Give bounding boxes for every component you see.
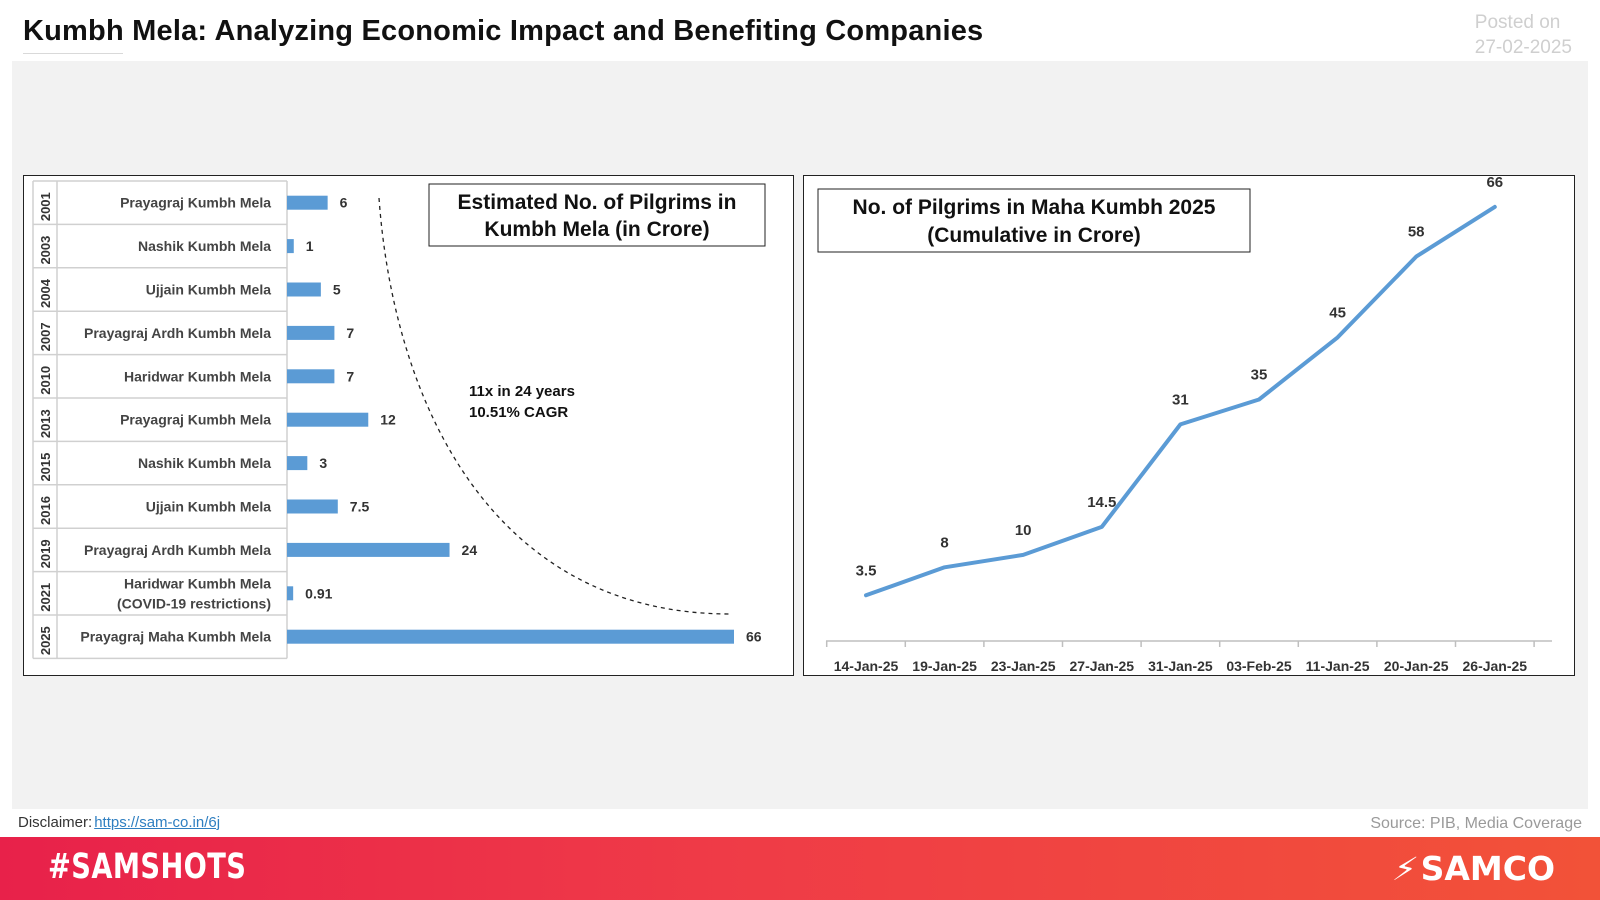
bar (287, 586, 294, 601)
bar-value-label: 66 (746, 629, 762, 645)
x-tick-label: 19-Jan-25 (912, 658, 977, 674)
bar-year-label: 2025 (38, 626, 53, 655)
line-data-label: 45 (1329, 304, 1346, 321)
x-tick-label: 11-Jan-25 (1306, 658, 1370, 674)
bar (287, 195, 328, 210)
bar-year-label: 2010 (38, 366, 53, 395)
bar-category-label: Nashik Kumbh Mela (138, 238, 271, 254)
line-data-label: 10 (1015, 522, 1032, 539)
bar-annotation-line-2: 10.51% CAGR (469, 404, 568, 421)
bar (287, 239, 294, 254)
line-data-label: 3.5 (856, 562, 877, 579)
posted-info: Posted on 27-02-2025 (1475, 10, 1572, 60)
bar-year-label: 2003 (38, 236, 53, 265)
bar (287, 542, 450, 557)
bar-year-label: 2016 (38, 496, 53, 525)
disclaimer-link[interactable]: https://sam-co.in/6j (94, 814, 221, 831)
brand-name: SAMCO (1420, 849, 1555, 888)
footer-banner: #SAMSHOTS ⚡ SAMCO (0, 837, 1600, 900)
bar-chart-title-line-1: Estimated No. of Pilgrims in (458, 191, 737, 214)
bar-chart-title-line-2: Kumbh Mela (in Crore) (484, 218, 709, 241)
bar (287, 456, 308, 471)
bar-category-label: Prayagraj Maha Kumbh Mela (80, 629, 271, 645)
bar (287, 412, 369, 427)
bar-value-label: 5 (333, 282, 341, 298)
line-data-label: 31 (1172, 391, 1189, 408)
hashtag: #SAMSHOTS (48, 847, 247, 887)
x-tick-label: 26-Jan-25 (1463, 658, 1528, 674)
bar-category-label: Prayagraj Ardh Kumbh Mela (84, 542, 271, 558)
line-data-label: 14.5 (1087, 494, 1116, 511)
bar-annotation-line-1: 11x in 24 years (469, 383, 575, 400)
posted-date: 27-02-2025 (1474, 37, 1572, 58)
cumulative-line-chart: 14-Jan-25 3.5 19-Jan-25 8 23-Jan-25 10 27-Jan-… (817, 174, 1552, 674)
bar (287, 499, 338, 514)
bar (287, 369, 335, 384)
bar-category-label: Prayagraj Ardh Kumbh Mela (84, 325, 271, 341)
bar-value-label: 3 (319, 455, 327, 471)
trend-curve (378, 197, 731, 615)
bar-value-label: 24 (462, 542, 478, 558)
bar (287, 325, 335, 340)
source-note: Source: PIB, Media Coverage (1370, 815, 1582, 832)
x-tick-label: 27-Jan-25 (1070, 658, 1135, 674)
line-data-label: 58 (1408, 224, 1425, 241)
bar-year-label: 2004 (38, 278, 53, 308)
bar-category-label: Ujjain Kumbh Mela (146, 282, 271, 298)
bar-value-label: 7.5 (350, 499, 370, 515)
bar-category-label: Haridwar Kumbh Mela (124, 575, 271, 591)
x-tick-label: 31-Jan-25 (1148, 658, 1213, 674)
title-underline (23, 53, 123, 54)
bar-year-label: 2015 (38, 453, 53, 482)
x-tick-label: 14-Jan-25 (834, 658, 899, 674)
disclaimer: Disclaimer: https://sam-co.in/6j (18, 814, 220, 831)
series-line (864, 204, 1497, 598)
bar-chart-title-box (428, 183, 766, 247)
pilgrims-bar-chart-panel: 2001 2003 2004 2007 2010 2013 2015 2016 2019 2021… (23, 175, 794, 676)
line-chart-title-line-2: (Cumulative in Crore) (927, 224, 1141, 247)
line-data-label: 35 (1251, 367, 1268, 384)
line-data-label: 66 (1486, 176, 1503, 191)
posted-label: Posted on (1474, 12, 1561, 33)
pilgrims-bar-chart: 2001 2003 2004 2007 2010 2013 2015 2016 2019 2021… (32, 180, 766, 660)
line-data-label: 8 (940, 534, 948, 551)
bar-year-label: 2013 (38, 409, 53, 438)
bar (287, 282, 321, 297)
disclaimer-label: Disclaimer: (18, 814, 93, 831)
bar-year-label: 2019 (38, 539, 53, 568)
bar-category-label: Ujjain Kumbh Mela (146, 499, 271, 515)
page-title: Kumbh Mela: Analyzing Economic Impact an… (23, 15, 984, 47)
brand-logo: ⚡ SAMCO (1390, 849, 1555, 888)
line-chart-title-box (817, 188, 1251, 253)
bar-value-label: 7 (346, 368, 354, 384)
bar-category-label: Haridwar Kumbh Mela (124, 368, 271, 384)
line-chart-title-line-1: No. of Pilgrims in Maha Kumbh 2025 (853, 196, 1216, 219)
x-tick-label: 03-Feb-25 (1226, 658, 1292, 674)
bar-value-label: 12 (380, 412, 396, 428)
x-tick-label: 23-Jan-25 (991, 658, 1056, 674)
samco-logo-icon: ⚡ (1390, 849, 1421, 888)
bar-value-label: 0.91 (305, 585, 332, 601)
bar-year-label: 2001 (38, 192, 53, 221)
bar-year-label: 2021 (38, 583, 53, 612)
bar-category-label: Prayagraj Kumbh Mela (120, 195, 271, 211)
bar-category-label: Nashik Kumbh Mela (138, 455, 271, 471)
cumulative-line-chart-panel: 14-Jan-25 3.5 19-Jan-25 8 23-Jan-25 10 27-Jan-… (803, 174, 1575, 676)
bar-category-label: Prayagraj Kumbh Mela (120, 412, 271, 428)
bar (287, 629, 734, 644)
bar-value-label: 1 (306, 238, 314, 254)
bar-category-label: (COVID-19 restrictions) (117, 595, 271, 611)
bar-value-label: 6 (340, 195, 348, 211)
bar-value-label: 7 (346, 325, 354, 341)
bar-year-label: 2007 (38, 322, 53, 351)
x-tick-label: 20-Jan-25 (1384, 658, 1449, 674)
